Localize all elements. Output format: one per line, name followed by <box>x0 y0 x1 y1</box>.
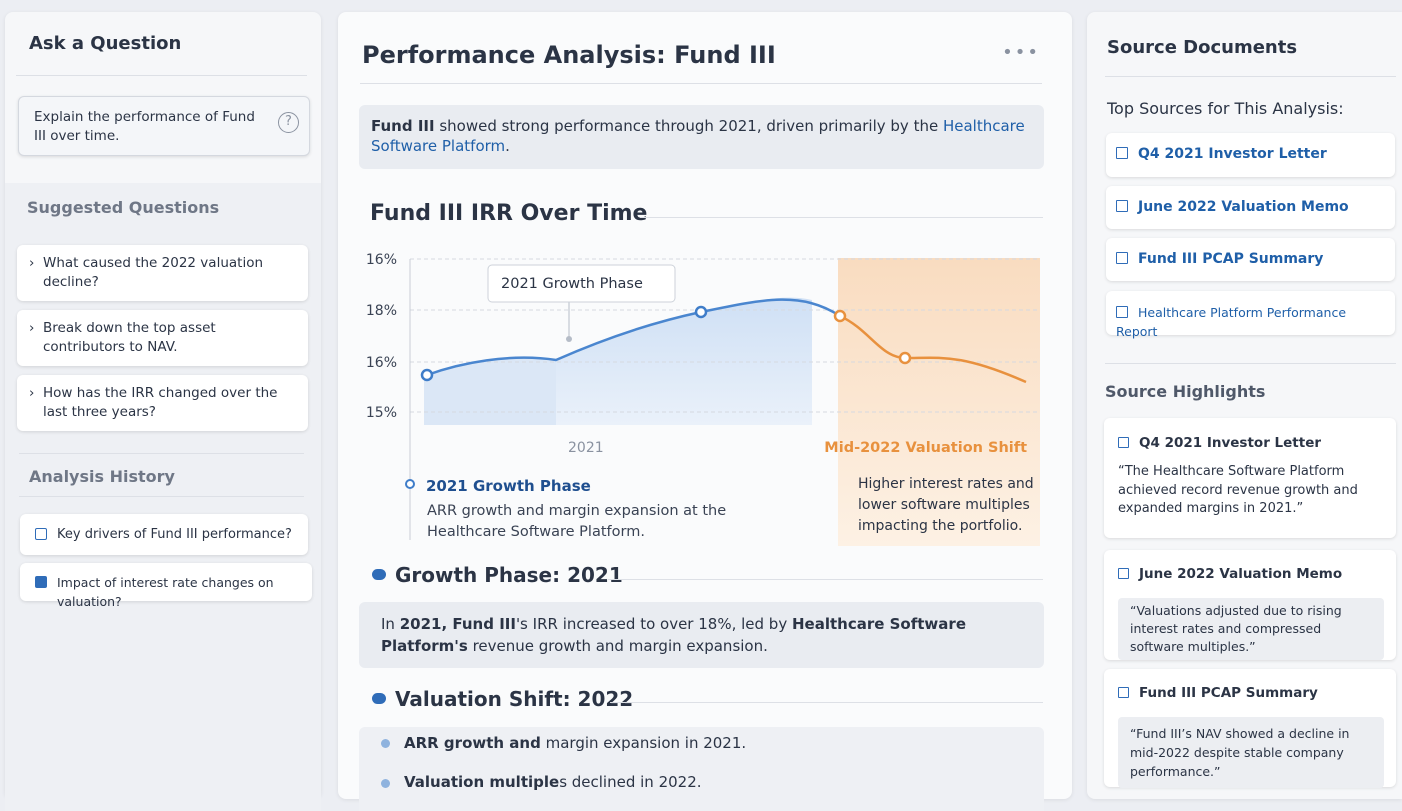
chart: 16% 18% 16% 15% 2021 Growth Phase 2021 M… <box>366 252 1040 546</box>
history-text: Key drivers of Fund III performance? <box>57 527 292 542</box>
help-icon[interactable]: ? <box>278 112 299 133</box>
history-item[interactable]: Key drivers of Fund III performance? <box>20 514 308 555</box>
growth-section-title: Growth Phase: 2021 <box>395 563 623 587</box>
shift-text: Higher interest rates and <box>858 476 1034 492</box>
highlight-title: Fund III PCAP Summary <box>1139 685 1318 701</box>
highlight-quote: “Valuations adjusted due to rising inter… <box>1118 598 1384 660</box>
y-label: 16% <box>366 252 397 268</box>
history-title: Analysis History <box>29 467 175 486</box>
valuation-section-title: Valuation Shift: 2022 <box>395 687 634 711</box>
text: 's IRR <box>515 615 563 633</box>
history-item[interactable]: Impact of interest rate changes on valua… <box>20 563 312 609</box>
y-label: 18% <box>366 303 397 319</box>
summary-end: . <box>505 137 510 155</box>
suggested-text: What caused the 2022 valuation decline? <box>43 255 264 290</box>
shift-text: impacting the portfolio. <box>858 518 1022 534</box>
suggested-title: Suggested Questions <box>27 198 220 217</box>
suggested-question[interactable]: › What caused the 2022 valuation decline? <box>17 245 308 301</box>
chart-title: Fund III IRR Over Time <box>370 201 648 226</box>
y-label: 15% <box>366 405 397 421</box>
shift-region <box>838 258 1040 546</box>
text: increased to over 18%, led by <box>562 615 792 633</box>
suggested-text: Break down the top asset contributors to… <box>43 320 216 355</box>
bullet-bold: Valuation multiple <box>404 773 560 791</box>
text: 2021, Fund III <box>399 615 516 633</box>
source-link[interactable]: Fund III PCAP Summary <box>1106 238 1395 281</box>
irr-line <box>426 298 841 377</box>
sources-title: Source Documents <box>1107 37 1298 58</box>
question-input[interactable]: Explain the performance of Fund III over… <box>18 96 310 156</box>
highlight-quote: “The Healthcare Software Platform achiev… <box>1118 464 1358 516</box>
sidebar: Ask a Question Explain the performance o… <box>5 12 321 811</box>
highlight-card[interactable]: Q4 2021 Investor Letter “The Healthcare … <box>1104 418 1396 538</box>
summary-link[interactable]: Healthcare Software Platform <box>371 117 1025 155</box>
suggested-question[interactable]: › Break down the top asset contributors t… <box>17 310 308 366</box>
y-label: 16% <box>366 355 397 371</box>
x-label: 2021 <box>568 440 604 456</box>
bullet-text: margin expansion in 2021. <box>540 734 747 752</box>
summary-text: showed strong performance through 2021, … <box>434 117 943 135</box>
bullet-bold: ARR growth and <box>404 734 541 752</box>
summary-box: Fund III showed strong performance throu… <box>359 105 1044 169</box>
bullet-text: s declined in 2022. <box>559 773 702 791</box>
source-text: June 2022 Valuation Memo <box>1138 199 1349 215</box>
question-text: Explain the performance of Fund III over… <box>34 109 255 144</box>
highlights-title: Source Highlights <box>1105 382 1266 401</box>
highlight-title: June 2022 Valuation Memo <box>1139 566 1343 582</box>
callout-box <box>487 264 676 303</box>
sources-panel: Source Documents Top Sources for This An… <box>1087 12 1402 799</box>
highlight-card[interactable]: Fund III PCAP Summary “Fund III’s NAV sh… <box>1104 669 1396 788</box>
source-link[interactable]: Q4 2021 Investor Letter <box>1106 133 1395 177</box>
main-panel: Performance Analysis: Fund III ••• Fund … <box>338 12 1072 811</box>
growth-text: Healthcare Software Platform. <box>427 524 645 540</box>
more-menu[interactable]: ••• <box>1002 42 1040 63</box>
text: In <box>381 615 400 633</box>
callout-text: 2021 Growth Phase <box>501 276 643 292</box>
history-text: Impact of interest rate changes on valua… <box>57 575 274 609</box>
growth-section-text: In 2021, Fund III's IRR increased to ove… <box>359 602 1044 668</box>
shift-label: Mid-2022 Valuation Shift <box>824 440 1027 456</box>
summary-lead: Fund III <box>371 117 435 135</box>
highlight-quote: “Fund III’s NAV showed a decline in mid-… <box>1118 717 1384 788</box>
source-text: Q4 2021 Investor Letter <box>1138 146 1327 162</box>
text: revenue growth and margin expansion. <box>467 637 768 655</box>
ask-title: Ask a Question <box>29 33 182 54</box>
highlight-card[interactable]: June 2022 Valuation Memo “Valuations adj… <box>1104 550 1396 660</box>
top-sources-title: Top Sources for This Analysis: <box>1107 99 1344 118</box>
source-link[interactable]: June 2022 Valuation Memo <box>1106 186 1395 229</box>
growth-text: ARR growth and margin expansion at the <box>427 503 726 519</box>
shift-text: lower software multiples <box>858 497 1030 513</box>
source-link[interactable]: Healthcare Platform Performance Report <box>1106 291 1395 339</box>
growth-title: 2021 Growth Phase <box>426 477 591 495</box>
valuation-bullets: ARR growth and margin expansion in 2021.… <box>359 727 1044 811</box>
highlight-title: Q4 2021 Investor Letter <box>1139 435 1322 451</box>
source-text: Fund III PCAP Summary <box>1138 251 1324 267</box>
source-text: Healthcare Platform Performance Report <box>1116 305 1347 339</box>
page-title: Performance Analysis: Fund III <box>362 41 776 69</box>
suggested-question[interactable]: › How has the IRR changed over the last t… <box>17 375 308 431</box>
suggested-text: How has the IRR changed over the last th… <box>43 385 278 420</box>
text: Healthcare Software Platform's <box>381 615 966 655</box>
